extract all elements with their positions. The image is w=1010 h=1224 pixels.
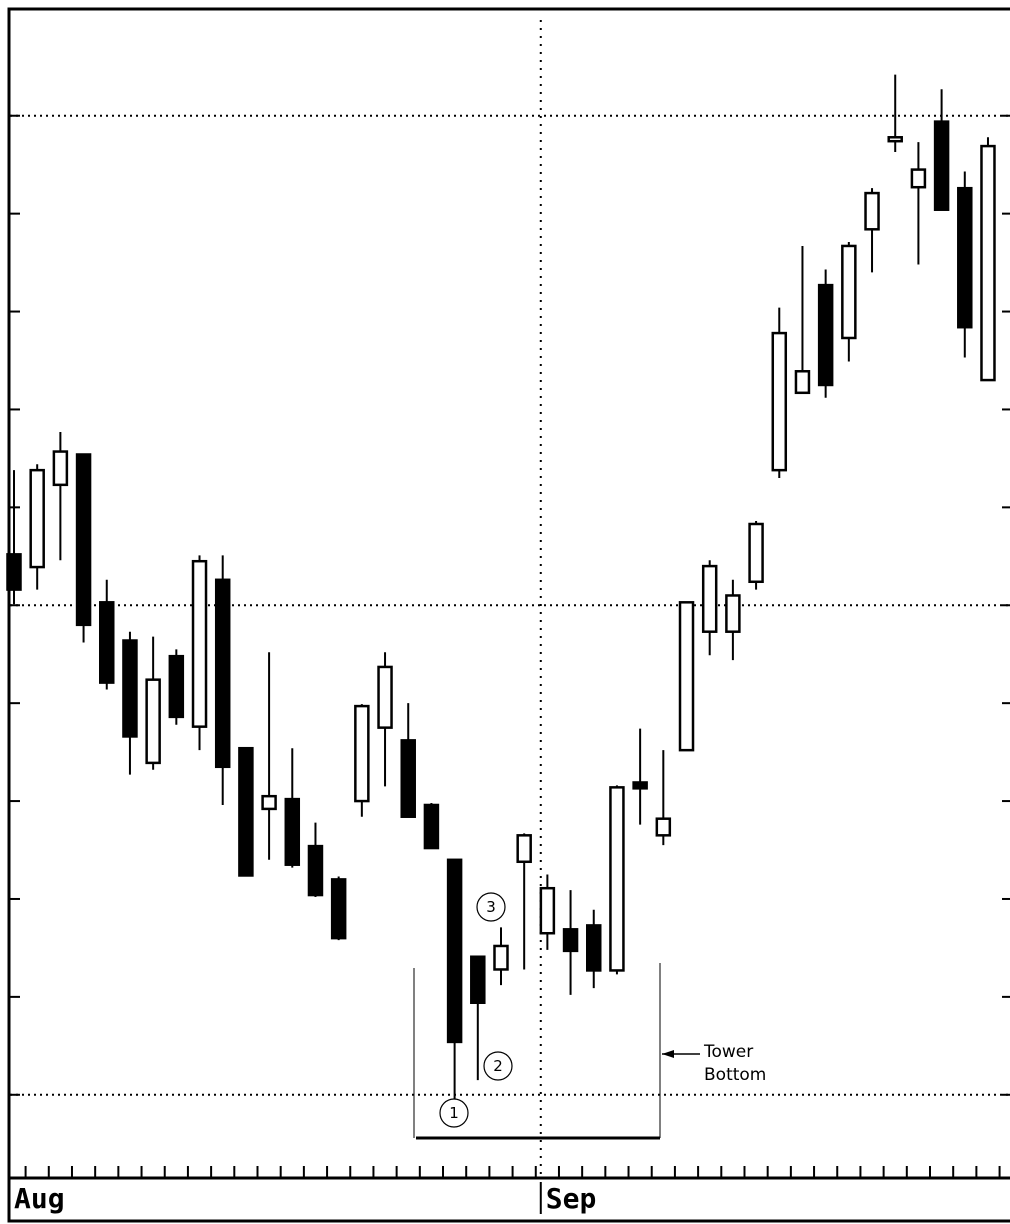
candle-body (748, 522, 764, 584)
candle-body (632, 781, 648, 790)
candle-body (493, 944, 509, 971)
candle-body (841, 244, 857, 340)
candle-body (377, 665, 393, 729)
candle-body (609, 786, 625, 972)
annotation: Tower Bottom (704, 1042, 767, 1085)
candle-body (562, 928, 579, 953)
candle-body (423, 803, 440, 850)
candle-body (887, 136, 903, 143)
candle-body (446, 858, 463, 1044)
candle-body (933, 120, 950, 211)
marker-circle (476, 892, 506, 922)
candle-body (6, 553, 22, 591)
marker-circle (439, 1098, 469, 1128)
marker-label: 1 (449, 1104, 459, 1122)
arrow-head (662, 1050, 674, 1058)
marker-circle (483, 1051, 513, 1081)
candle-body (29, 468, 45, 569)
x-tick-label: Sep (546, 1182, 597, 1215)
candle-body (52, 450, 69, 487)
candle-body (168, 654, 185, 719)
candle-body (655, 817, 672, 837)
candle-body (910, 168, 927, 189)
candle-body (701, 564, 718, 633)
candle-body (817, 283, 834, 387)
candle-body (238, 746, 254, 877)
candle-body (330, 878, 347, 940)
candle-body (586, 924, 602, 972)
marker-label: 2 (493, 1057, 503, 1075)
candle-body (725, 594, 741, 633)
candle-body (354, 704, 370, 803)
x-tick-label: Aug (14, 1182, 65, 1215)
candle-body (261, 794, 277, 811)
candle-body (99, 601, 115, 684)
candle-body (284, 797, 301, 866)
candle-body (771, 331, 788, 472)
candle-body (145, 678, 161, 765)
candle-body (516, 834, 532, 864)
candle-body (957, 186, 973, 329)
candle-body (307, 844, 324, 897)
candle-body (980, 144, 996, 382)
candle-body (539, 886, 556, 935)
candle-body (191, 559, 208, 728)
candle-body (122, 639, 138, 738)
candle-body (678, 601, 695, 752)
candle-body (794, 370, 811, 395)
candle-body (75, 453, 92, 627)
candle-body (470, 955, 486, 1005)
candle-body (864, 191, 880, 231)
marker-label: 3 (486, 898, 496, 916)
frame (7, 7, 1010, 1223)
candle-body (214, 578, 231, 769)
candle-body (400, 739, 416, 818)
